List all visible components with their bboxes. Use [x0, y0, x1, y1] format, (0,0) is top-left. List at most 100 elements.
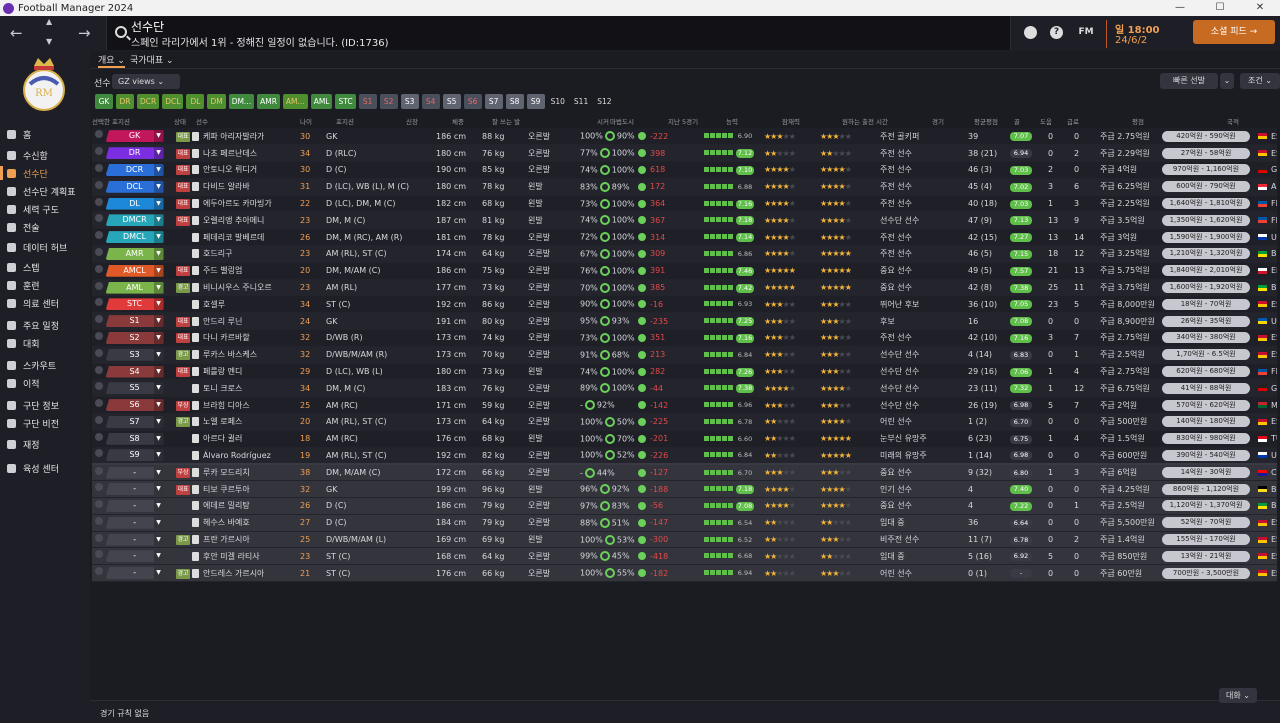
sidebar-item-15[interactable]: 구단 비전 [0, 414, 90, 432]
select-checkbox[interactable] [95, 331, 103, 340]
select-checkbox[interactable] [95, 415, 103, 424]
player-name-cell[interactable]: 티보 쿠르투아 [190, 480, 300, 499]
table-row[interactable]: DCR ▼ 대표 안토니오 뤼디거 30 D (C) 190 cm 85 kg 오른발 74% 10… [92, 161, 1277, 179]
player-name-cell[interactable]: 노엘 로페스 [190, 413, 300, 431]
selected-position-cell[interactable]: DMCR ▼ [92, 211, 164, 230]
selected-position-cell[interactable]: S6 ▼ [92, 396, 164, 415]
position-button-15[interactable]: S5 [442, 94, 461, 109]
table-row[interactable]: - ▼ 헤수스 바예호 27 D (C) 184 cm 79 kg 오른발 88% 51% -147… [92, 514, 1277, 532]
player-name-cell[interactable]: 다니 카르바할 [190, 329, 300, 347]
player-name-cell[interactable]: 나초 페르난데스 [190, 144, 300, 163]
position-button-13[interactable]: S3 [400, 94, 419, 109]
chevron-down-icon[interactable]: ▼ [153, 399, 164, 412]
sidebar-item-9[interactable]: 의료 센터 [0, 294, 90, 312]
position-pill[interactable]: DCL ▼ [105, 180, 164, 193]
position-pill[interactable]: AMCL ▼ [105, 264, 164, 277]
column-header[interactable]: 나이 [300, 118, 312, 126]
chevron-down-icon[interactable]: ▼ [153, 550, 164, 563]
player-name-cell[interactable]: 페데리코 발베르데 [190, 228, 300, 247]
table-row[interactable]: DR ▼ 대표 나초 페르난데스 34 D (RLC) 180 cm 76 kg 오른발 77% 1… [92, 144, 1277, 163]
selected-position-cell[interactable]: S1 ▼ [92, 312, 164, 331]
position-button-20[interactable]: S10 [550, 97, 565, 106]
position-button-12[interactable]: S2 [379, 94, 398, 109]
select-checkbox[interactable] [95, 365, 103, 374]
column-header[interactable]: 급료 [1067, 118, 1079, 126]
position-pill[interactable]: DR ▼ [105, 147, 164, 160]
select-checkbox[interactable] [95, 180, 103, 189]
column-header[interactable]: 체중 [452, 118, 464, 126]
column-header[interactable]: 시커 [597, 118, 609, 126]
down-arrow-icon[interactable]: ▼ [46, 37, 53, 46]
position-button-14[interactable]: S4 [421, 94, 440, 109]
table-row[interactable]: DMCL ▼ 페데리코 발베르데 26 DM, M (RC), AM (R) 181 cm… [92, 228, 1277, 247]
table-row[interactable]: - ▼ 부상 루카 모드리치 38 DM, M/AM (C) 172 cm 66 kg 오른발 -… [92, 462, 1277, 482]
column-header[interactable]: 지난 5경기 [668, 118, 699, 126]
table-row[interactable]: S7 ▼ 경고 노엘 로페스 20 AM (RL), ST (C) 173 cm 64 kg 오… [92, 413, 1277, 431]
player-name[interactable]: 루카 모드리치 [203, 468, 250, 478]
table-row[interactable]: S6 ▼ 부상 브라힘 디아스 25 AM (RC) 171 cm 59 kg 오른발 -92% -… [92, 396, 1277, 415]
player-name[interactable]: 루카스 바스케스 [203, 350, 258, 360]
player-name[interactable]: 안드리 루닌 [203, 316, 243, 326]
player-name-cell[interactable]: 비니시우스 주니오르 [190, 279, 300, 297]
quick-select-button[interactable]: 빠른 선발 [1160, 73, 1218, 89]
player-name[interactable]: 브라힘 디아스 [203, 400, 250, 410]
quick-select-dropdown[interactable]: ⌄ [1220, 73, 1234, 89]
position-pill[interactable]: DL ▼ [105, 197, 164, 210]
filter-button[interactable]: 조건 ⌄ [1240, 73, 1280, 89]
table-row[interactable]: S3 ▼ 경고 루카스 바스케스 32 D/WB/M/AM (R) 173 cm 70 kg 오… [92, 346, 1277, 364]
player-name-cell[interactable]: 오렐리앵 추아메니 [190, 211, 300, 230]
player-name[interactable]: 나초 페르난데스 [203, 148, 258, 158]
select-checkbox[interactable] [95, 281, 103, 290]
position-pill[interactable]: AMR ▼ [105, 247, 164, 260]
select-checkbox[interactable] [95, 315, 103, 324]
sidebar-item-0[interactable]: 홈 [0, 125, 90, 143]
column-header[interactable]: 평균평점 [974, 118, 998, 126]
sidebar-item-6[interactable]: 데이터 허브 [0, 238, 90, 256]
column-header[interactable]: 포지션 [336, 118, 354, 126]
player-name-cell[interactable]: 안드레스 가르시아 [190, 564, 300, 583]
chevron-down-icon[interactable]: ▼ [153, 180, 164, 193]
select-checkbox[interactable] [95, 130, 103, 139]
position-button-18[interactable]: S8 [505, 94, 524, 109]
position-pill[interactable]: - ▼ [105, 499, 164, 512]
sidebar-item-7[interactable]: 스텝 [0, 258, 90, 276]
position-pill[interactable]: GK ▼ [105, 130, 164, 143]
position-button-4[interactable]: DL [186, 94, 205, 109]
position-button-0[interactable]: GK [95, 94, 113, 109]
selected-position-cell[interactable]: DR ▼ [92, 144, 164, 163]
player-name-cell[interactable]: 호드리구 [190, 245, 300, 263]
player-name[interactable]: 다비드 알라바 [203, 182, 250, 192]
position-button-3[interactable]: DCL [162, 94, 184, 109]
select-checkbox[interactable] [95, 247, 103, 256]
selected-position-cell[interactable]: S2 ▼ [92, 329, 164, 347]
position-pill[interactable]: - ▼ [105, 466, 164, 479]
column-header[interactable]: 국적 [1227, 118, 1239, 126]
player-name[interactable]: Álvaro Rodríguez [203, 450, 271, 460]
column-header[interactable]: 원하는 출전 시간 [842, 118, 888, 126]
position-button-8[interactable]: AM... [282, 94, 308, 109]
position-button-21[interactable]: S11 [573, 97, 589, 106]
selected-position-cell[interactable]: DCL ▼ [92, 178, 164, 196]
column-header[interactable]: 신장 [406, 118, 418, 126]
player-name[interactable]: 호셀루 [203, 299, 226, 309]
column-header[interactable]: 선택한 포지션 [92, 118, 130, 126]
sidebar-item-11[interactable]: 대회 [0, 334, 90, 352]
player-name[interactable]: 토니 크로스 [203, 383, 243, 393]
player-name[interactable]: 호드리구 [203, 249, 233, 259]
close-button[interactable]: ✕ [1255, 2, 1265, 13]
table-row[interactable]: S4 ▼ 대표 페를랑 멘디 29 D (LC), WB (L) 180 cm 73 kg 왼발… [92, 363, 1277, 381]
tab-national-team[interactable]: 국가대표 ⌄ [130, 56, 174, 66]
sidebar-item-12[interactable]: 스카우트 [0, 356, 90, 374]
player-name-cell[interactable]: Álvaro Rodríguez [190, 447, 300, 465]
select-checkbox[interactable] [95, 483, 103, 492]
chevron-down-icon[interactable]: ▼ [153, 533, 164, 546]
chevron-down-icon[interactable]: ▼ [153, 281, 164, 294]
chevron-down-icon[interactable]: ▼ [153, 415, 164, 428]
chevron-down-icon[interactable]: ▼ [153, 516, 164, 529]
sidebar-item-3[interactable]: 선수단 계획표 [0, 182, 90, 200]
player-name-cell[interactable]: 아르다 귈러 [190, 430, 300, 448]
table-row[interactable]: S2 ▼ 대표 다니 카르바할 32 D/WB (R) 173 cm 74 kg 오른발 73% 1… [92, 329, 1277, 347]
chevron-down-icon[interactable]: ▼ [153, 432, 164, 445]
position-pill[interactable]: S6 ▼ [105, 399, 164, 412]
player-name[interactable]: 주드 벨링엄 [203, 266, 243, 276]
